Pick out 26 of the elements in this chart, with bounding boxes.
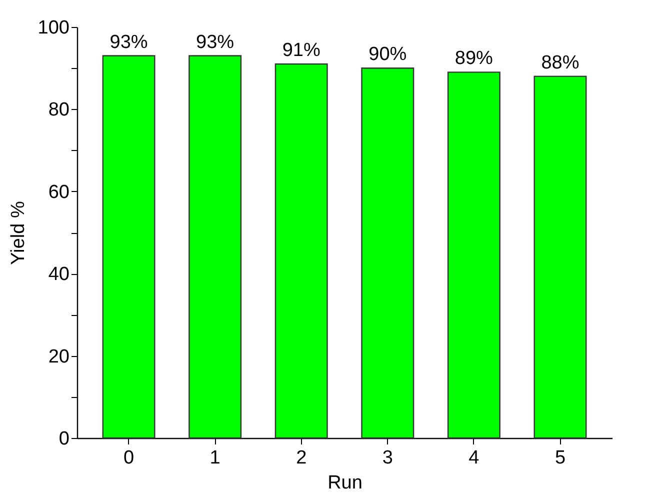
x-tick-label: 2 <box>296 448 307 468</box>
y-tick-label: 0 <box>58 428 70 450</box>
y-axis-title: Yield % <box>8 201 29 265</box>
data-label: 91% <box>282 40 320 61</box>
x-tick-label: 3 <box>382 448 393 468</box>
data-label: 88% <box>541 52 580 74</box>
y-tick-label: 100 <box>38 18 70 38</box>
data-label: 93% <box>110 32 148 53</box>
data-label: 93% <box>196 32 234 53</box>
x-tick-label: 5 <box>554 448 566 468</box>
x-tick-label: 1 <box>210 448 220 468</box>
data-label: 89% <box>454 48 494 70</box>
bar <box>447 72 500 439</box>
bar <box>274 63 328 439</box>
bar <box>102 55 156 439</box>
y-tick-label: 20 <box>48 346 70 368</box>
data-label: 90% <box>368 44 407 66</box>
bar <box>534 76 587 439</box>
x-tick-label: 0 <box>123 448 134 468</box>
bar <box>188 55 242 439</box>
x-tick-label: 4 <box>468 448 480 468</box>
y-tick-label: 40 <box>48 264 70 286</box>
y-tick-label: 60 <box>48 182 70 203</box>
y-tick-label: 80 <box>48 100 70 121</box>
x-axis-title: Run <box>328 472 362 494</box>
bar <box>361 68 414 439</box>
